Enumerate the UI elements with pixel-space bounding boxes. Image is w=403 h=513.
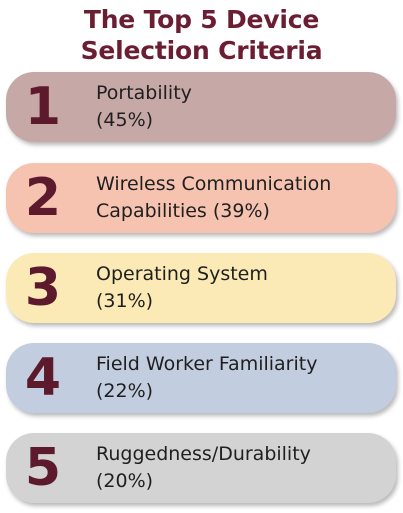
criteria-percent-4: (22%) [96,380,154,402]
rank-number-5: 5 [24,438,62,498]
criteria-percent-1: (45%) [96,109,154,131]
criteria-item-5: 5 Ruggedness/Durability (20%) [6,433,396,503]
criteria-percent-5: (20%) [96,470,154,492]
criteria-name-3: Operating System [96,263,268,285]
criteria-label-3: Operating System (31%) [96,261,386,315]
criteria-label-2: Wireless Communication Capabilities (39%… [96,171,386,225]
criteria-item-2: 2 Wireless Communication Capabilities (3… [6,163,396,233]
criteria-item-3: 3 Operating System (31%) [6,253,396,323]
criteria-name-1: Portability [96,82,192,104]
rank-number-4: 4 [24,348,62,408]
criteria-percent-2: Capabilities (39%) [96,200,270,222]
criteria-name-5: Ruggedness/Durability [96,443,311,465]
criteria-item-4: 4 Field Worker Familiarity (22%) [6,343,396,413]
page-title: The Top 5 Device Selection Criteria [0,4,403,66]
rank-number-2: 2 [24,168,62,228]
rank-number-1: 1 [24,77,62,137]
criteria-item-1: 1 Portability (45%) [6,72,396,142]
criteria-percent-3: (31%) [96,290,154,312]
rank-number-3: 3 [24,258,62,318]
criteria-label-5: Ruggedness/Durability (20%) [96,441,386,495]
title-line-1: The Top 5 Device [83,5,320,34]
criteria-name-2: Wireless Communication [96,173,332,195]
criteria-label-4: Field Worker Familiarity (22%) [96,351,386,405]
criteria-label-1: Portability (45%) [96,80,386,134]
title-line-2: Selection Criteria [80,36,323,65]
criteria-name-4: Field Worker Familiarity [96,353,318,375]
